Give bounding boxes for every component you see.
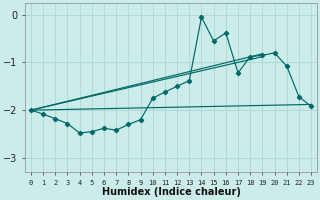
- X-axis label: Humidex (Indice chaleur): Humidex (Indice chaleur): [101, 187, 240, 197]
